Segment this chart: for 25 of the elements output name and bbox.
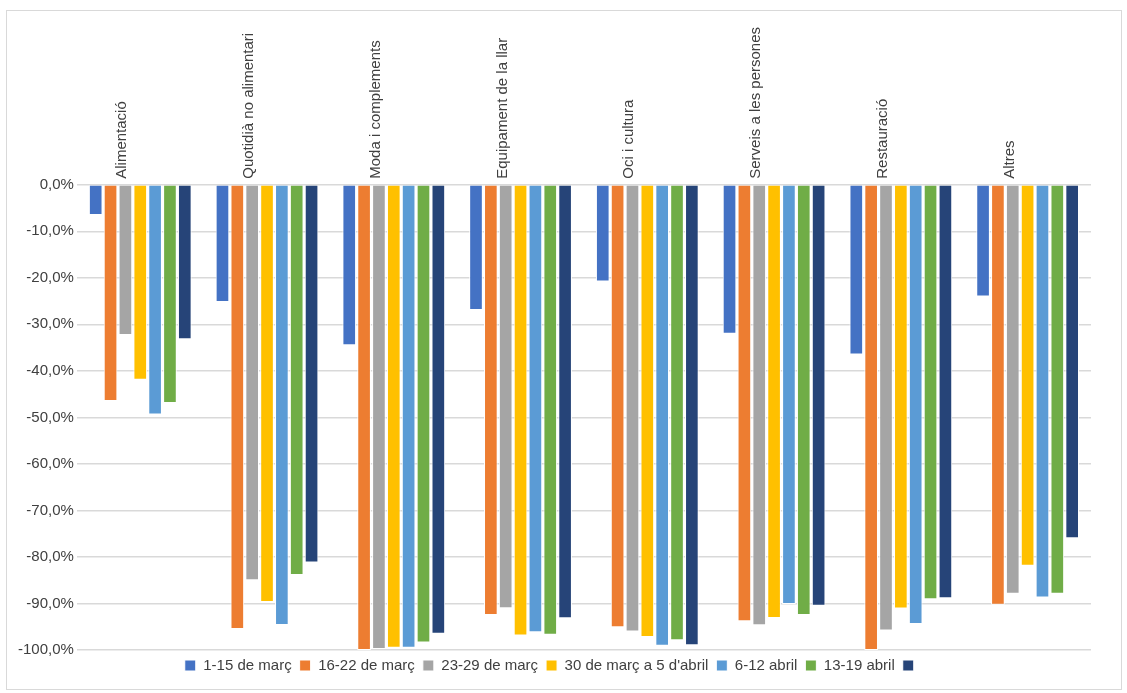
y-tick-label: -40,0% — [26, 360, 74, 378]
y-tick-label: -60,0% — [26, 454, 74, 472]
y-tick-label: -100,0% — [17, 640, 74, 658]
x-tick-label: Altres — [999, 140, 1017, 179]
legend-label: 13-19 abril — [823, 655, 895, 673]
legend-label: 16-22 de març — [318, 655, 416, 673]
y-tick-label: -90,0% — [26, 593, 74, 611]
y-tick-label: -30,0% — [26, 314, 74, 332]
legend-label: 6-12 abril — [734, 655, 798, 673]
x-tick-label: Equipament de la llar — [492, 37, 510, 179]
legend-label: 1-15 de març — [203, 655, 293, 673]
legend-label: 30 de març a 5 d'abril — [564, 655, 709, 673]
y-tick-label: -80,0% — [26, 547, 74, 565]
x-tick-label: Quotidià no alimentari — [239, 32, 257, 179]
x-tick-label: Alimentació — [112, 101, 130, 179]
y-tick-label: -70,0% — [26, 500, 74, 518]
y-tick-label: -20,0% — [26, 267, 74, 285]
x-tick-label: Serveis a les persones — [746, 26, 764, 179]
x-tick-label: Oci i cultura — [619, 98, 637, 179]
x-tick-label: Moda i complements — [365, 40, 383, 179]
y-tick-label: 0,0% — [39, 174, 74, 192]
y-tick-label: -50,0% — [26, 407, 74, 425]
y-tick-label: -10,0% — [26, 221, 74, 239]
x-tick-label: Restauració — [872, 98, 890, 179]
legend-label: 23-29 de març — [441, 655, 539, 673]
